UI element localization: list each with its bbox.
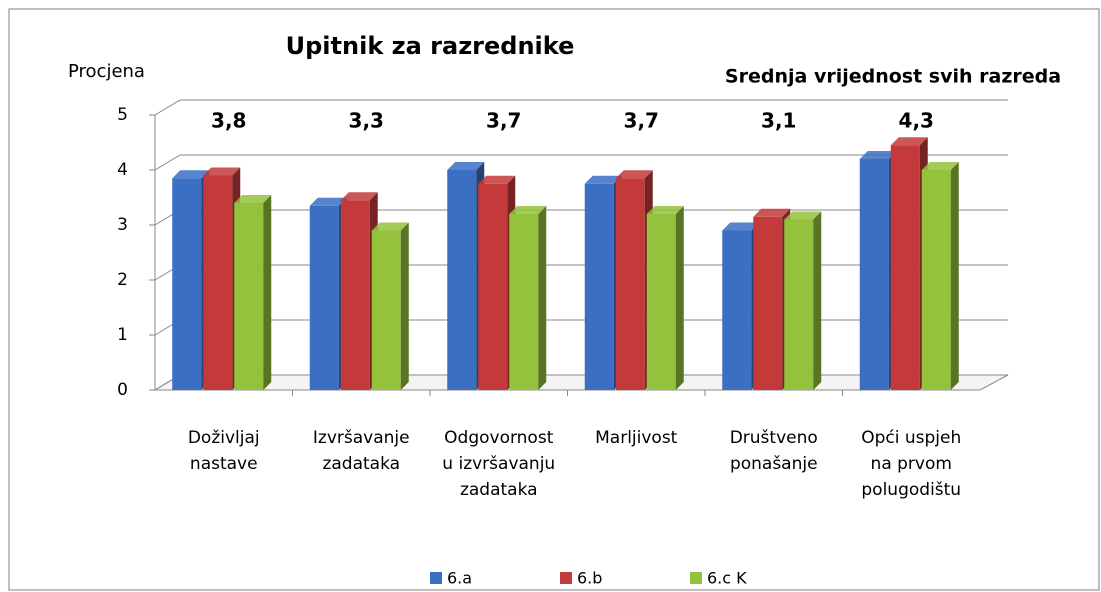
bar-side (538, 206, 547, 390)
x-tick-label: Izvršavanje (313, 428, 410, 448)
bar-front (478, 183, 508, 390)
bar-front (615, 178, 645, 390)
bar-top (478, 175, 516, 184)
bar-top (203, 167, 241, 176)
bar-front (447, 170, 477, 390)
bar-top (234, 195, 272, 203)
bar-top (584, 175, 622, 184)
bar-front (309, 205, 339, 390)
legend-swatch (690, 572, 702, 584)
bar (646, 206, 684, 390)
bar-side (950, 162, 959, 390)
bar-top (309, 197, 347, 206)
x-tick-label: na prvom (871, 454, 952, 474)
bar (784, 211, 822, 390)
bar (509, 206, 547, 390)
grid-line (154, 99, 1008, 116)
bar-top (753, 208, 791, 217)
legend-swatch (430, 572, 442, 584)
average-label: 3,7 (624, 109, 659, 133)
legend-label: 6.b (577, 569, 602, 588)
bar-front (584, 183, 614, 390)
x-tick-label: polugodištu (861, 480, 961, 500)
annotation: Srednja vrijednost svih razreda (725, 66, 1061, 88)
bar-side (813, 211, 822, 390)
bar-side (675, 206, 684, 390)
legend-label: 6.c K (707, 569, 747, 588)
x-tick-label: Marljivost (595, 428, 678, 448)
bar-top (646, 206, 684, 214)
bar-top (172, 170, 210, 179)
bar-top (340, 192, 378, 201)
bar-top (509, 206, 547, 214)
bar-front (722, 230, 752, 390)
bar-front (859, 159, 889, 390)
bar-top (890, 137, 928, 146)
bar-top (615, 170, 653, 179)
x-tick-label: Opći uspjeh (861, 428, 961, 448)
y-tick-label: 0 (117, 380, 128, 400)
bar-front (890, 145, 920, 390)
legend-swatch (560, 572, 572, 584)
bar-front (371, 230, 401, 390)
bar-front (340, 200, 370, 390)
grid-line (154, 154, 1008, 171)
bar-side (400, 222, 409, 390)
average-label: 3,8 (211, 109, 246, 133)
bar-front (509, 214, 539, 390)
bar-top (859, 151, 897, 159)
x-tick-label: nastave (190, 454, 258, 474)
chart-title: Upitnik za razrednike (286, 32, 575, 60)
x-tick-label: zadataka (322, 454, 400, 474)
bar-top (722, 222, 760, 231)
bar-top (447, 162, 485, 170)
bar-top (921, 162, 959, 170)
bar (921, 162, 959, 390)
x-tick-label: ponašanje (730, 454, 818, 474)
legend-label: 6.a (447, 569, 472, 588)
x-tick-label: Odgovornost (444, 428, 554, 448)
bar-front (784, 219, 814, 390)
bar-front (646, 214, 676, 390)
bar-front (753, 216, 783, 390)
x-tick-label: u izvršavanju (442, 454, 555, 474)
average-label: 3,1 (761, 109, 796, 133)
average-label: 4,3 (899, 109, 934, 133)
x-tick-label: Društveno (730, 428, 818, 448)
x-tick-label: Doživljaj (188, 428, 260, 448)
bar-top (371, 222, 409, 231)
x-tick-label: zadataka (460, 480, 538, 500)
bar-front (172, 178, 202, 390)
bar-front (921, 170, 951, 390)
y-tick-label: 3 (117, 215, 128, 235)
y-tick-label: 1 (117, 325, 128, 345)
average-label: 3,7 (486, 109, 521, 133)
y-tick-label: 4 (117, 160, 128, 180)
bar-top (784, 211, 822, 220)
y-axis-label: Procjena (68, 61, 145, 82)
y-tick-label: 5 (117, 105, 128, 125)
average-label: 3,3 (349, 109, 384, 133)
bar (371, 222, 409, 390)
bar-front (234, 203, 264, 390)
bar-front (203, 175, 233, 390)
y-tick-label: 2 (117, 270, 128, 290)
bar (234, 195, 272, 390)
bar-side (263, 195, 272, 390)
